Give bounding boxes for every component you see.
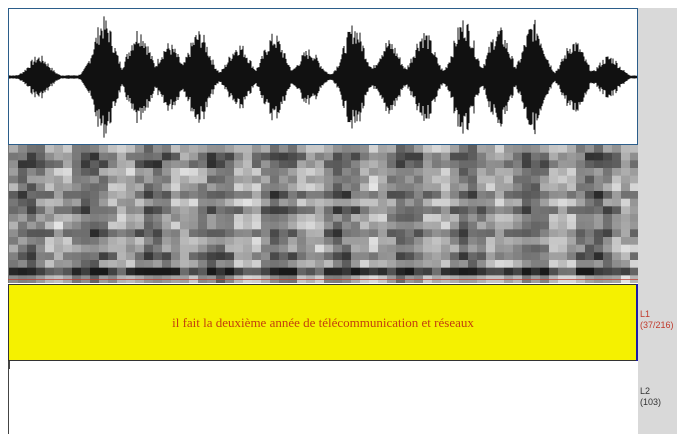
tier-l1-transcription: il fait la deuxième année de télécommuni… [172, 314, 474, 330]
waveform-view[interactable] [8, 8, 638, 145]
spectrogram-view[interactable] [8, 145, 638, 283]
tier-l2-boundary [9, 361, 10, 369]
tier-label-l2[interactable]: L2 (103) [640, 386, 661, 408]
tier-l1-name: L1 [640, 309, 651, 319]
playback-cursor[interactable] [636, 284, 639, 361]
tier-l1-segment[interactable]: il fait la deuxième année de télécommuni… [8, 284, 638, 361]
panel-top-gap [638, 0, 677, 8]
tier-l2-count: (103) [640, 397, 662, 407]
spectrogram-marker-line [8, 279, 638, 280]
spectrogram-texture [9, 145, 638, 283]
waveform-trace [9, 16, 637, 138]
waveform-graph [9, 16, 637, 138]
spectrogram-graph [9, 145, 638, 283]
tier-label-l1[interactable]: L1 (37/216) [640, 309, 674, 331]
tier-label-panel [638, 8, 677, 434]
tier-l1-count: (37/216) [640, 320, 674, 330]
tier-l2-name: L2 [640, 386, 651, 396]
tier-l2-row[interactable] [8, 361, 638, 434]
